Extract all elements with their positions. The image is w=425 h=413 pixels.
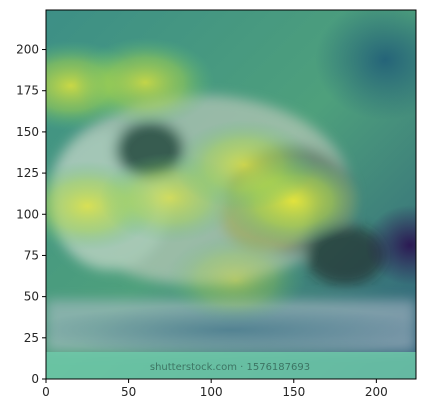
x-tick-label: 100 [200,385,223,399]
y-tick-label: 75 [24,248,39,262]
heatmap-cold-region-upper-right [315,10,416,120]
y-tick-label: 50 [24,290,39,304]
x-tick-label: 200 [365,385,388,399]
x-tick-label: 50 [121,385,136,399]
y-tick-label: 150 [16,125,39,139]
y-tick-label: 200 [16,43,39,57]
heatmap-hotspot-6 [165,235,306,326]
heatmap-hotspots [46,37,364,326]
plot-area: shutterstock.com · 1576187693 [46,10,416,379]
y-tick-label: 125 [16,166,39,180]
watermark-text: shutterstock.com · 1576187693 [150,362,310,373]
x-tick-label: 150 [282,385,305,399]
y-tick-label: 0 [31,372,39,386]
y-tick-label: 100 [16,207,39,221]
heatmap-cold-region-bottom [46,305,416,355]
heatmap-hotspot-1 [75,37,216,128]
watermark-band [46,352,416,379]
heatmap-cold-region-right [365,205,416,285]
heatmap-hotspot-5 [174,119,315,210]
y-tick-label: 175 [16,84,39,98]
y-axis-ticks: 0 25 50 75 100 125 150 175 200 [16,43,46,386]
y-tick-label: 25 [24,331,39,345]
plot-frame [45,9,417,380]
x-tick-label: 0 [42,385,50,399]
x-axis-ticks: 0 50 100 150 200 [42,379,388,399]
